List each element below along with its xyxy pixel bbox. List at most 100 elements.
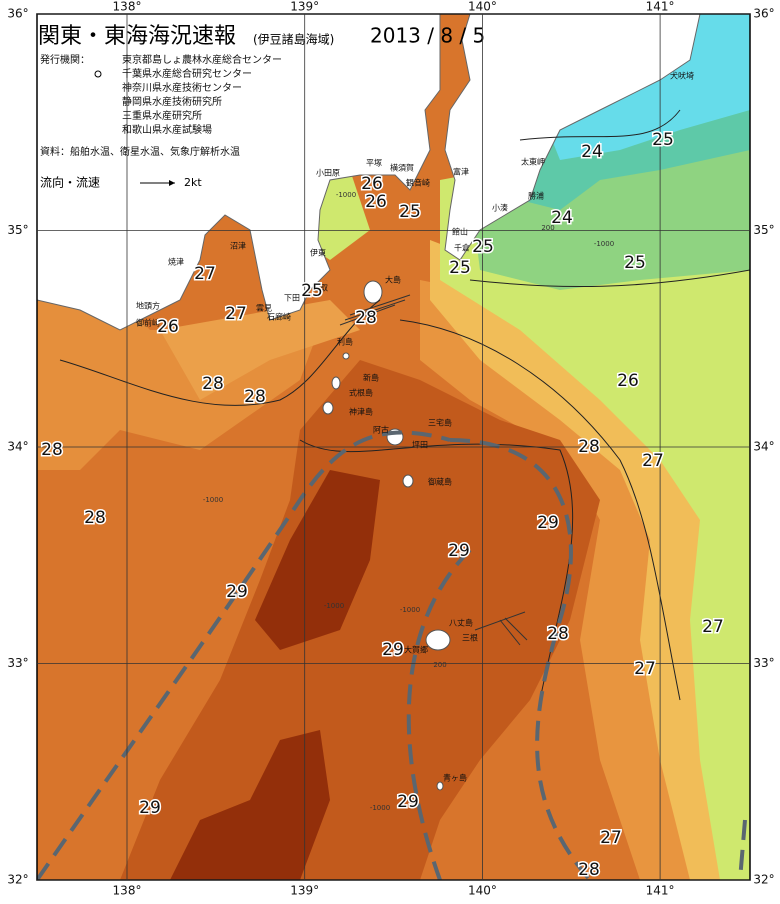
place-name: 小田原 xyxy=(316,169,340,178)
publisher: 神奈川県水産技術センター xyxy=(122,81,242,94)
map-body xyxy=(37,14,750,880)
isotherm-label: 28 xyxy=(547,624,569,644)
lat-label: 35° xyxy=(753,223,774,237)
isotherm-label: 28 xyxy=(244,387,266,407)
lon-label: 138° xyxy=(113,0,142,14)
lat-label: 35° xyxy=(7,223,28,237)
place-name: 伊東 xyxy=(310,248,326,258)
lon-label: 141° xyxy=(646,0,675,14)
depth-label: -1000 xyxy=(203,496,223,504)
place-name: 青ヶ島 xyxy=(443,773,467,783)
lon-label: 140° xyxy=(468,0,497,14)
lat-label: 33° xyxy=(753,656,774,670)
isotherm-label: 24 xyxy=(581,142,603,162)
depth-label: -1000 xyxy=(400,606,420,614)
place-name: 雲見 xyxy=(256,304,272,313)
place-name: 館山 xyxy=(452,227,468,237)
lon-label: 139° xyxy=(290,884,319,898)
subtitle: (伊豆諸島海域) xyxy=(253,32,334,47)
place-name: 犬吠埼 xyxy=(670,71,694,81)
place-name: 御前崎 xyxy=(136,318,160,328)
publisher: 東京都島しょ農林水産総合センター xyxy=(122,53,282,66)
place-name: 沼津 xyxy=(230,241,246,251)
sea-zone xyxy=(255,470,380,650)
place-name: 稲取 xyxy=(312,283,328,293)
publisher: 静岡県水産技術研究所 xyxy=(122,95,222,108)
lat-label: 36° xyxy=(753,7,774,21)
current-arrows xyxy=(339,294,528,646)
publisher: 三重県水産研究所 xyxy=(122,109,202,122)
place-name: 太東岬 xyxy=(521,157,545,167)
isotherm-label: 29 xyxy=(139,798,161,818)
isotherm-label: 29 xyxy=(448,541,470,561)
isotherm-label: 24 xyxy=(551,208,573,228)
place-name: 富津 xyxy=(453,167,469,177)
lat-label: 34° xyxy=(753,440,774,454)
publisher: 和歌山県水産試験場 xyxy=(122,123,212,136)
isotherm-label: 29 xyxy=(537,513,559,533)
date: 2013 / 8 / 5 xyxy=(370,24,485,48)
place-name: 大賀郷 xyxy=(404,645,428,655)
lat-label: 32° xyxy=(753,873,774,887)
depth-label: 200 xyxy=(541,224,554,232)
place-name: 坪田 xyxy=(412,441,428,450)
isotherm-label: 28 xyxy=(41,440,63,460)
title: 関東・東海海況速報 xyxy=(38,24,236,49)
islands xyxy=(322,280,451,791)
isotherm-label: 25 xyxy=(399,202,421,222)
isotherm-label: 25 xyxy=(652,130,674,150)
isotherm-label: 27 xyxy=(600,828,622,848)
depth-label: 200 xyxy=(433,661,446,669)
lon-label: 140° xyxy=(468,884,497,898)
sea-zone xyxy=(170,730,330,880)
place-name: 焼津 xyxy=(168,257,184,267)
isotherm-label: 29 xyxy=(226,582,248,602)
place-name: 下田 xyxy=(284,294,300,303)
isotherm-label: 28 xyxy=(578,860,600,880)
isotherm-label: 28 xyxy=(355,308,377,328)
lat-label: 32° xyxy=(7,873,28,887)
current-label: 流向・流速 xyxy=(40,175,100,190)
publisher-label: 発行機関： xyxy=(40,53,90,66)
lat-label: 33° xyxy=(7,656,28,670)
isotherm-label: 26 xyxy=(157,317,179,337)
lon-label: 138° xyxy=(113,884,142,898)
place-name: 横須賀 xyxy=(390,163,414,173)
place-name: 勝浦 xyxy=(528,191,544,201)
isotherm-label: 25 xyxy=(472,237,494,257)
place-name: 新島 xyxy=(363,373,379,383)
isotherm-label: 27 xyxy=(194,264,216,284)
place-name: 式根島 xyxy=(349,388,373,398)
lat-label: 36° xyxy=(7,7,28,21)
isotherm-lines xyxy=(59,109,750,701)
isotherm-label: 25 xyxy=(301,281,323,301)
depth-label: -1000 xyxy=(370,804,390,812)
place-name: 御蔵島 xyxy=(428,477,452,487)
place-name: 阿古 xyxy=(373,425,389,435)
source: 資料：船舶水温、衛星水温、気象庁解析水温 xyxy=(40,145,240,158)
place-name: 小湊 xyxy=(492,203,508,213)
isotherm-label: 26 xyxy=(365,192,387,212)
depth-label: -1000 xyxy=(324,602,344,610)
current-scale: 2kt xyxy=(184,176,202,189)
place-name: 三根 xyxy=(462,633,478,643)
place-name: 観音崎 xyxy=(406,178,430,188)
lat-label: 34° xyxy=(7,440,28,454)
isotherm-label: 29 xyxy=(382,640,404,660)
place-name: 三宅島 xyxy=(428,418,452,428)
isotherm-label: 25 xyxy=(624,253,646,273)
sea-zone xyxy=(160,300,360,400)
isotherm-label: 28 xyxy=(202,374,224,394)
isotherm-label: 26 xyxy=(361,174,383,194)
legend-marker xyxy=(94,70,102,78)
kuroshio-path xyxy=(37,430,747,880)
place-name: 大島 xyxy=(385,275,401,285)
place-name: 地頭方 xyxy=(136,301,160,311)
lon-label: 139° xyxy=(290,0,319,14)
depth-label: -1000 xyxy=(336,191,356,199)
place-name: 平塚 xyxy=(366,159,382,168)
sea-zone xyxy=(120,360,600,880)
place-name: 利島 xyxy=(337,337,353,347)
lon-label: 141° xyxy=(646,884,675,898)
